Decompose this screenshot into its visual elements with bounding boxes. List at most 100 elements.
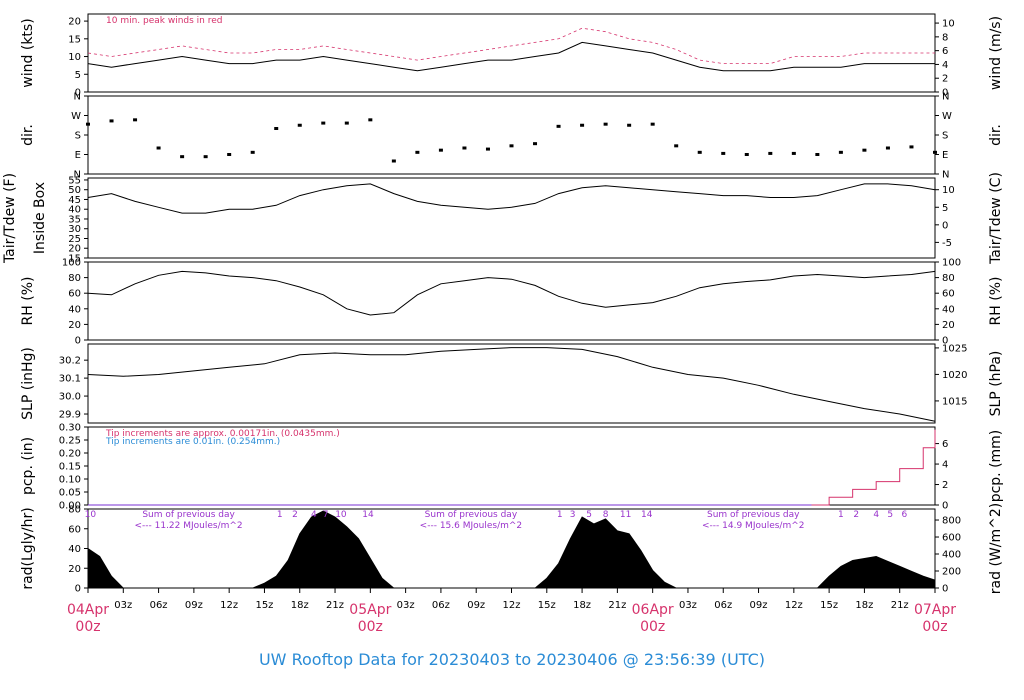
- direction-point: [509, 144, 514, 148]
- marker-label: 1: [838, 510, 844, 520]
- y-tick-label-left: 40: [68, 304, 81, 315]
- y-tick-label-left: 0: [75, 336, 81, 347]
- marker-label: 14: [641, 510, 653, 520]
- y-tick-label-right: 6: [942, 439, 948, 450]
- direction-point: [321, 121, 326, 125]
- marker-label: 5: [887, 510, 893, 520]
- panel-rh: 0 20 40 60 80 100 0 20 40 60 80 100 RH (%) RH (%): [20, 258, 1004, 347]
- marker-label: 10: [335, 510, 347, 520]
- direction-point: [744, 153, 749, 156]
- direction-point: [885, 146, 890, 150]
- y-tick-label-left: 0.10: [59, 475, 81, 486]
- y-tick-label-right: W: [942, 111, 952, 122]
- y-tick-label-right: -5: [942, 238, 952, 249]
- direction-point: [533, 142, 538, 146]
- y-tick-label-right: 200: [942, 567, 961, 578]
- direction-point: [650, 122, 655, 126]
- y-tick-label-left: 0.20: [59, 449, 81, 460]
- y-tick-label-right: 8: [942, 32, 948, 43]
- x-day-time: 00z: [75, 619, 100, 635]
- direction-point: [180, 155, 185, 159]
- peak-wind-line: [87, 27, 935, 64]
- y-tick-label-right: 4: [942, 460, 948, 471]
- x-tick-label: 21z: [891, 600, 909, 611]
- summary-value: <--- 15.6 MJoules/m^2: [420, 521, 522, 531]
- y-tick-label-left: N: [74, 170, 81, 181]
- rh-line: [87, 270, 936, 316]
- y-tick-label-right: 0: [942, 220, 948, 231]
- y-tick-label-left: 29.9: [59, 410, 81, 421]
- y-axis-label-right: rad (W/m^2): [988, 503, 1004, 594]
- y-axis-label-left: RH (%): [20, 277, 36, 326]
- y-tick-label-left: 50: [68, 185, 81, 196]
- panel-wind: 0 5 10 15 20 0 2 4 6 8 10 wind (kts) wind (m/s) 10 mi…: [20, 13, 1004, 99]
- tip-note-red: Tip increments are approx. 0.00171in. (0…: [105, 429, 340, 439]
- y-tick-label-right: 1015: [942, 396, 967, 407]
- marker-label: 2: [292, 510, 298, 520]
- radiation-area: [87, 510, 936, 589]
- y-tick-label-left: 100: [62, 258, 81, 269]
- y-axis-label-right: wind (m/s): [988, 16, 1004, 90]
- y-tick-label-left: 30.0: [59, 392, 81, 403]
- y-axis-label-left: pcp. (in): [20, 437, 36, 495]
- y-tick-label-left: 35: [68, 214, 81, 225]
- y-tick-label-right: 0: [942, 501, 948, 512]
- x-tick-label: 12z: [785, 600, 803, 611]
- y-tick-label-right: 20: [942, 320, 955, 331]
- marker-label: 3: [570, 510, 576, 520]
- y-tick-label-left: 20: [68, 244, 81, 255]
- direction-point: [109, 119, 114, 123]
- x-tick-label: 15z: [820, 600, 838, 611]
- x-day-label: 05Apr: [349, 602, 391, 618]
- direction-point: [133, 118, 138, 122]
- direction-point: [86, 122, 90, 126]
- y-tick-label-right: 100: [942, 258, 961, 269]
- y-tick-label-right: 80: [942, 273, 955, 284]
- y-tick-label-right: 1020: [942, 370, 967, 381]
- marker-label: 4: [873, 510, 879, 520]
- temp-line: [87, 183, 936, 214]
- x-day-label: 06Apr: [632, 602, 674, 618]
- summary-value: <--- 11.22 MJoules/m^2: [134, 521, 242, 531]
- x-tick-label: 06z: [150, 600, 168, 611]
- marker-label: 5: [586, 510, 592, 520]
- direction-point: [674, 144, 679, 148]
- summary-label: Sum of previous day: [707, 510, 800, 520]
- x-day-time: 00z: [358, 619, 383, 635]
- y-tick-label-left: 40: [68, 205, 81, 216]
- y-tick-label-right: 5: [942, 203, 948, 214]
- panel-pcp: 0.00 0.05 0.10 0.15 0.20 0.25 0.30 0 2 4 6 pcp. (in…: [20, 423, 1004, 512]
- y-axis-label-left: dir.: [20, 124, 36, 146]
- marker-label: 1: [557, 510, 563, 520]
- y-tick-label-left: 5: [75, 70, 81, 81]
- y-tick-label-right: 0: [942, 88, 948, 99]
- y-tick-label-left: 0: [75, 88, 81, 99]
- y-tick-label-left: 80: [68, 505, 81, 516]
- direction-point: [909, 145, 914, 149]
- marker-label: 2: [853, 510, 859, 520]
- x-tick-label: 18z: [855, 600, 873, 611]
- x-tick-label: 03z: [679, 600, 697, 611]
- y-tick-label-left: 80: [68, 273, 81, 284]
- y-tick-label-left: 0: [75, 584, 81, 595]
- y-tick-label-right: 400: [942, 550, 961, 561]
- x-day-label: 04Apr: [67, 602, 109, 618]
- y-tick-label-left: S: [75, 131, 81, 142]
- panel-frame: [87, 343, 936, 424]
- y-tick-label-left: 20: [68, 17, 81, 28]
- y-tick-label-left: 15: [68, 254, 81, 265]
- y-tick-label-left: 10: [68, 52, 81, 63]
- y-tick-label-right: E: [942, 150, 948, 161]
- y-tick-label-left: 45: [68, 195, 81, 206]
- marker-label: 7: [323, 510, 329, 520]
- x-tick-label: 09z: [750, 600, 768, 611]
- direction-point: [274, 127, 279, 130]
- panel-note: 10 min. peak winds in red: [106, 16, 223, 26]
- y-tick-label-left: 0.05: [59, 488, 81, 499]
- x-tick-label: 09z: [185, 600, 203, 611]
- x-tick-label: 03z: [397, 600, 415, 611]
- summary-label: Sum of previous day: [142, 510, 235, 520]
- summary-label: Sum of previous day: [425, 510, 518, 520]
- direction-point: [462, 146, 467, 150]
